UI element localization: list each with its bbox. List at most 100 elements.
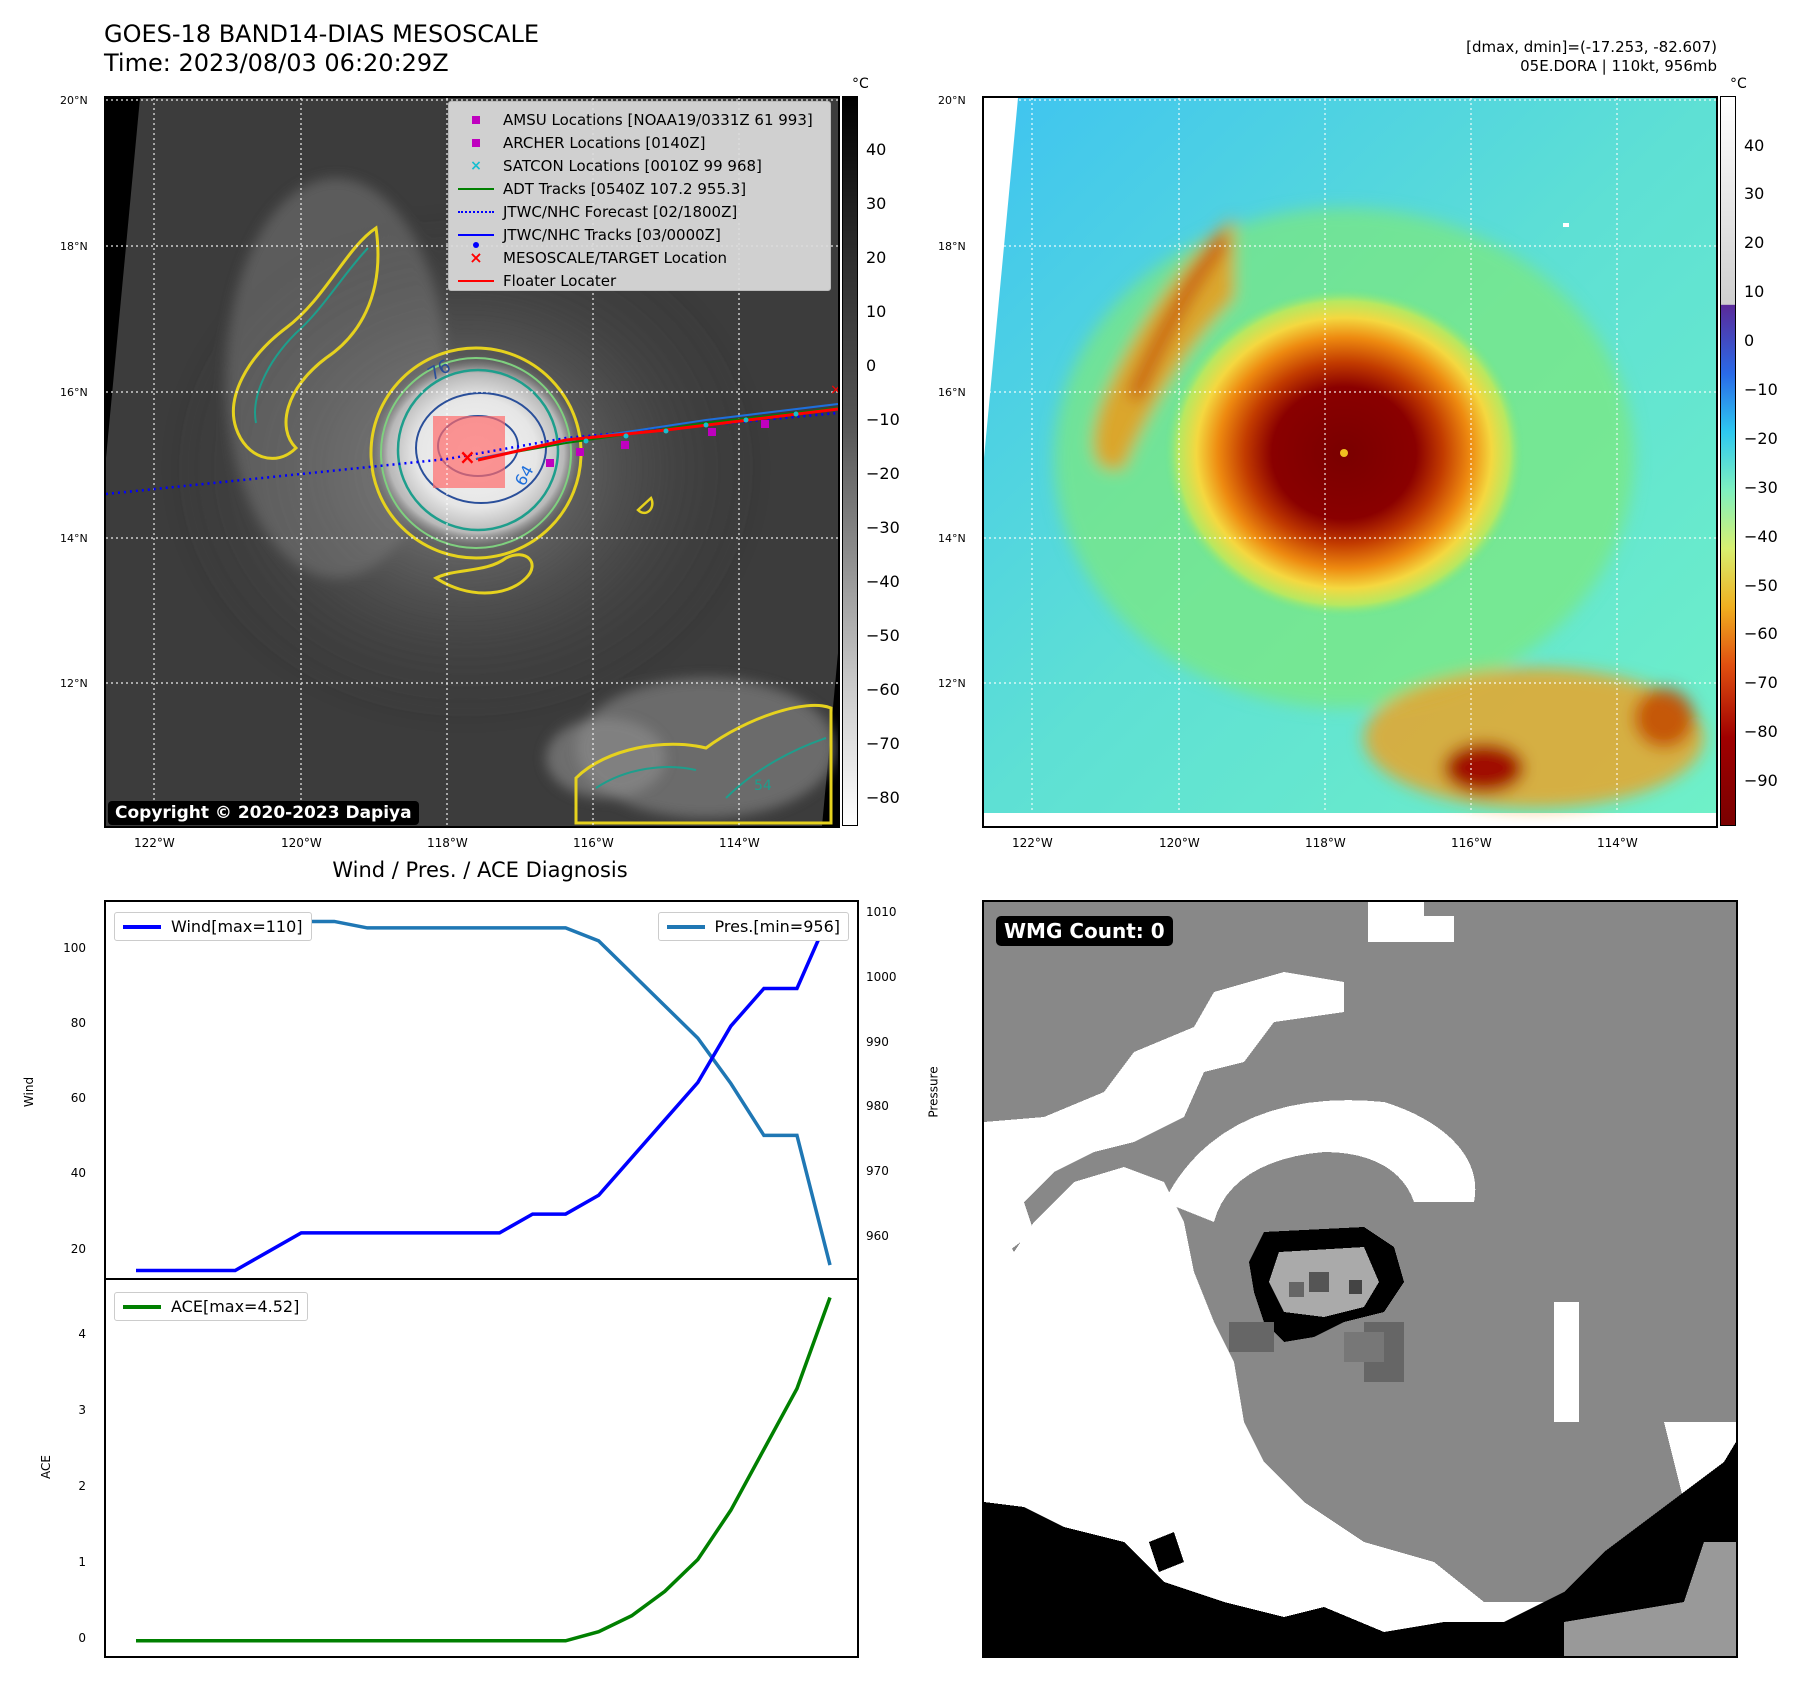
color-cbar-tick: −20 xyxy=(1744,429,1778,448)
wmg-panel: WMG Count: 0 xyxy=(982,900,1738,1658)
ace-tick-label: 4 xyxy=(78,1326,86,1341)
ir-cbar-tick: −10 xyxy=(866,410,900,429)
color-colorbar-ticks: 40 30 20 10 0 −10 −20 −30 −40 −50 −60 −7… xyxy=(1744,96,1784,826)
pressure-tick-label: 980 xyxy=(866,1099,889,1114)
ace-legend: ACE[max=4.52] xyxy=(114,1292,309,1321)
pressure-tick-label: 970 xyxy=(866,1164,889,1179)
ace-plot xyxy=(136,1296,832,1643)
pressure-tick-label: 960 xyxy=(866,1229,889,1244)
pressure-legend-swatch xyxy=(666,924,705,929)
color-cbar-tick: −40 xyxy=(1744,527,1778,546)
color-lat-label-20: 20°N xyxy=(938,94,966,107)
color-colorbar xyxy=(1720,96,1736,826)
storm-info: [dmax, dmin]=(-17.253, -82.607) 05E.DORA… xyxy=(1466,38,1717,76)
ir-lon-label-120: 120°W xyxy=(281,836,322,850)
color-cbar-tick: −30 xyxy=(1744,478,1778,497)
ir-cbar-tick: −20 xyxy=(866,464,900,483)
ir-cbar-tick: −50 xyxy=(866,626,900,645)
wind-axis-ticks: 20 40 60 80 100 xyxy=(40,900,100,1280)
ir-colorbar-ticks: 40 30 20 10 0 −10 −20 −30 −40 −50 −60 −7… xyxy=(866,96,906,826)
legend-item-archer: ARCHER Locations [0140Z] xyxy=(457,131,822,154)
ace-legend-swatch xyxy=(123,1304,161,1309)
ir-lat-label-14: 14°N xyxy=(60,532,88,545)
color-cbar-tick: 30 xyxy=(1744,184,1765,203)
color-lon-label-114: 114°W xyxy=(1597,836,1638,850)
ir-cbar-tick: 20 xyxy=(866,248,887,267)
ace-axis-ticks: 0 1 2 3 4 xyxy=(40,1278,100,1658)
svg-text:×: × xyxy=(459,445,476,469)
pressure-legend: Pres.[min=956] xyxy=(657,912,849,941)
enhanced-map-panel xyxy=(982,96,1718,828)
color-cbar-tick: −70 xyxy=(1744,673,1778,692)
ace-chart: ACE[max=4.52] xyxy=(104,1278,859,1658)
pressure-tick-label: 1000 xyxy=(866,969,897,984)
title-line-2: Time: 2023/08/03 06:20:29Z xyxy=(104,49,449,77)
color-lat-label-14: 14°N xyxy=(938,532,966,545)
color-colorbar-unit: °C xyxy=(1730,76,1747,92)
ir-lat-label-16: 16°N xyxy=(60,386,88,399)
contour-label-54: 54 xyxy=(754,778,772,794)
color-cbar-tick: −60 xyxy=(1744,624,1778,643)
ir-cbar-tick: −30 xyxy=(866,518,900,537)
color-cbar-tick: −90 xyxy=(1744,771,1778,790)
color-cbar-tick: 10 xyxy=(1744,282,1765,301)
ir-cbar-tick: 30 xyxy=(866,194,887,213)
pressure-axis-ticks: 960 970 980 990 1000 1010 xyxy=(866,900,926,1280)
ir-lon-label-118: 118°W xyxy=(427,836,468,850)
legend-item-floater: Floater Locater xyxy=(457,269,822,292)
color-lon-label-116: 116°W xyxy=(1451,836,1492,850)
wind-tick-label: 40 xyxy=(70,1166,86,1181)
wmg-image xyxy=(984,902,1736,1656)
legend-item-satcon: × SATCON Locations [0010Z 99 968] xyxy=(470,156,762,175)
wind-tick-label: 80 xyxy=(70,1016,86,1031)
ir-lon-label-114: 114°W xyxy=(719,836,760,850)
ir-lat-label-18: 18°N xyxy=(60,240,88,253)
wind-legend: Wind[max=110] xyxy=(114,912,312,941)
color-lon-label-122: 122°W xyxy=(1012,836,1053,850)
legend-item-amsu: AMSU Locations [NOAA19/0331Z 61 993] xyxy=(457,108,822,131)
color-cbar-tick: 0 xyxy=(1744,331,1755,350)
ir-map-panel: × × 76 64 54 AMSU Locations [NOAA19/0331… xyxy=(104,96,840,828)
wind-tick-label: 100 xyxy=(63,940,86,955)
ir-lat-label-12: 12°N xyxy=(60,677,88,690)
map-legend: AMSU Locations [NOAA19/0331Z 61 993] ARC… xyxy=(448,101,831,291)
wind-tick-label: 20 xyxy=(70,1241,86,1256)
ir-cbar-tick: 10 xyxy=(866,302,887,321)
legend-item-nhc-tracks: JTWC/NHC Tracks [03/0000Z] xyxy=(457,223,822,248)
ir-lat-label-20: 20°N xyxy=(60,94,88,107)
wind-axis-label: Wind xyxy=(22,1076,37,1108)
ir-colorbar xyxy=(842,96,858,826)
pressure-tick-label: 990 xyxy=(866,1034,889,1049)
wind-legend-swatch xyxy=(123,924,161,929)
color-lon-label-120: 120°W xyxy=(1159,836,1200,850)
legend-item-target: × MESOSCALE/TARGET Location xyxy=(469,248,728,267)
pressure-series-line xyxy=(136,913,832,1266)
storm-name-text: 05E.DORA | 110kt, 956mb xyxy=(1520,57,1717,75)
copyright-badge: Copyright © 2020-2023 Dapiya xyxy=(108,801,419,825)
color-cbar-tick: −10 xyxy=(1744,380,1778,399)
color-cbar-tick: −80 xyxy=(1744,722,1778,741)
color-lat-label-18: 18°N xyxy=(938,240,966,253)
wind-series-line xyxy=(136,912,832,1273)
color-cbar-tick: 20 xyxy=(1744,233,1765,252)
color-lon-label-118: 118°W xyxy=(1305,836,1346,850)
wind-tick-label: 60 xyxy=(70,1091,86,1106)
ir-cbar-tick: −70 xyxy=(866,734,900,753)
pressure-axis-label: Pressure xyxy=(926,1066,941,1118)
ace-tick-label: 2 xyxy=(78,1478,86,1493)
ir-lon-label-122: 122°W xyxy=(134,836,175,850)
ace-series-line xyxy=(136,1296,832,1643)
dmax-dmin-text: [dmax, dmin]=(-17.253, -82.607) xyxy=(1466,38,1717,56)
ir-lon-label-116: 116°W xyxy=(573,836,614,850)
color-cbar-tick: −50 xyxy=(1744,576,1778,595)
pressure-tick-label: 1010 xyxy=(866,904,897,919)
legend-item-adt: ADT Tracks [0540Z 107.2 955.3] xyxy=(457,177,822,200)
figure-title: GOES-18 BAND14-DIAS MESOSCALE Time: 2023… xyxy=(104,20,539,78)
svg-text:×: × xyxy=(830,382,838,398)
ir-cbar-tick: −80 xyxy=(866,788,900,807)
legend-item-forecast: JTWC/NHC Forecast [02/1800Z] xyxy=(457,200,822,223)
ir-cbar-tick: −40 xyxy=(866,572,900,591)
ir-cbar-tick: 40 xyxy=(866,140,887,159)
wmg-count-badge: WMG Count: 0 xyxy=(996,916,1173,946)
ace-tick-label: 3 xyxy=(78,1402,86,1417)
